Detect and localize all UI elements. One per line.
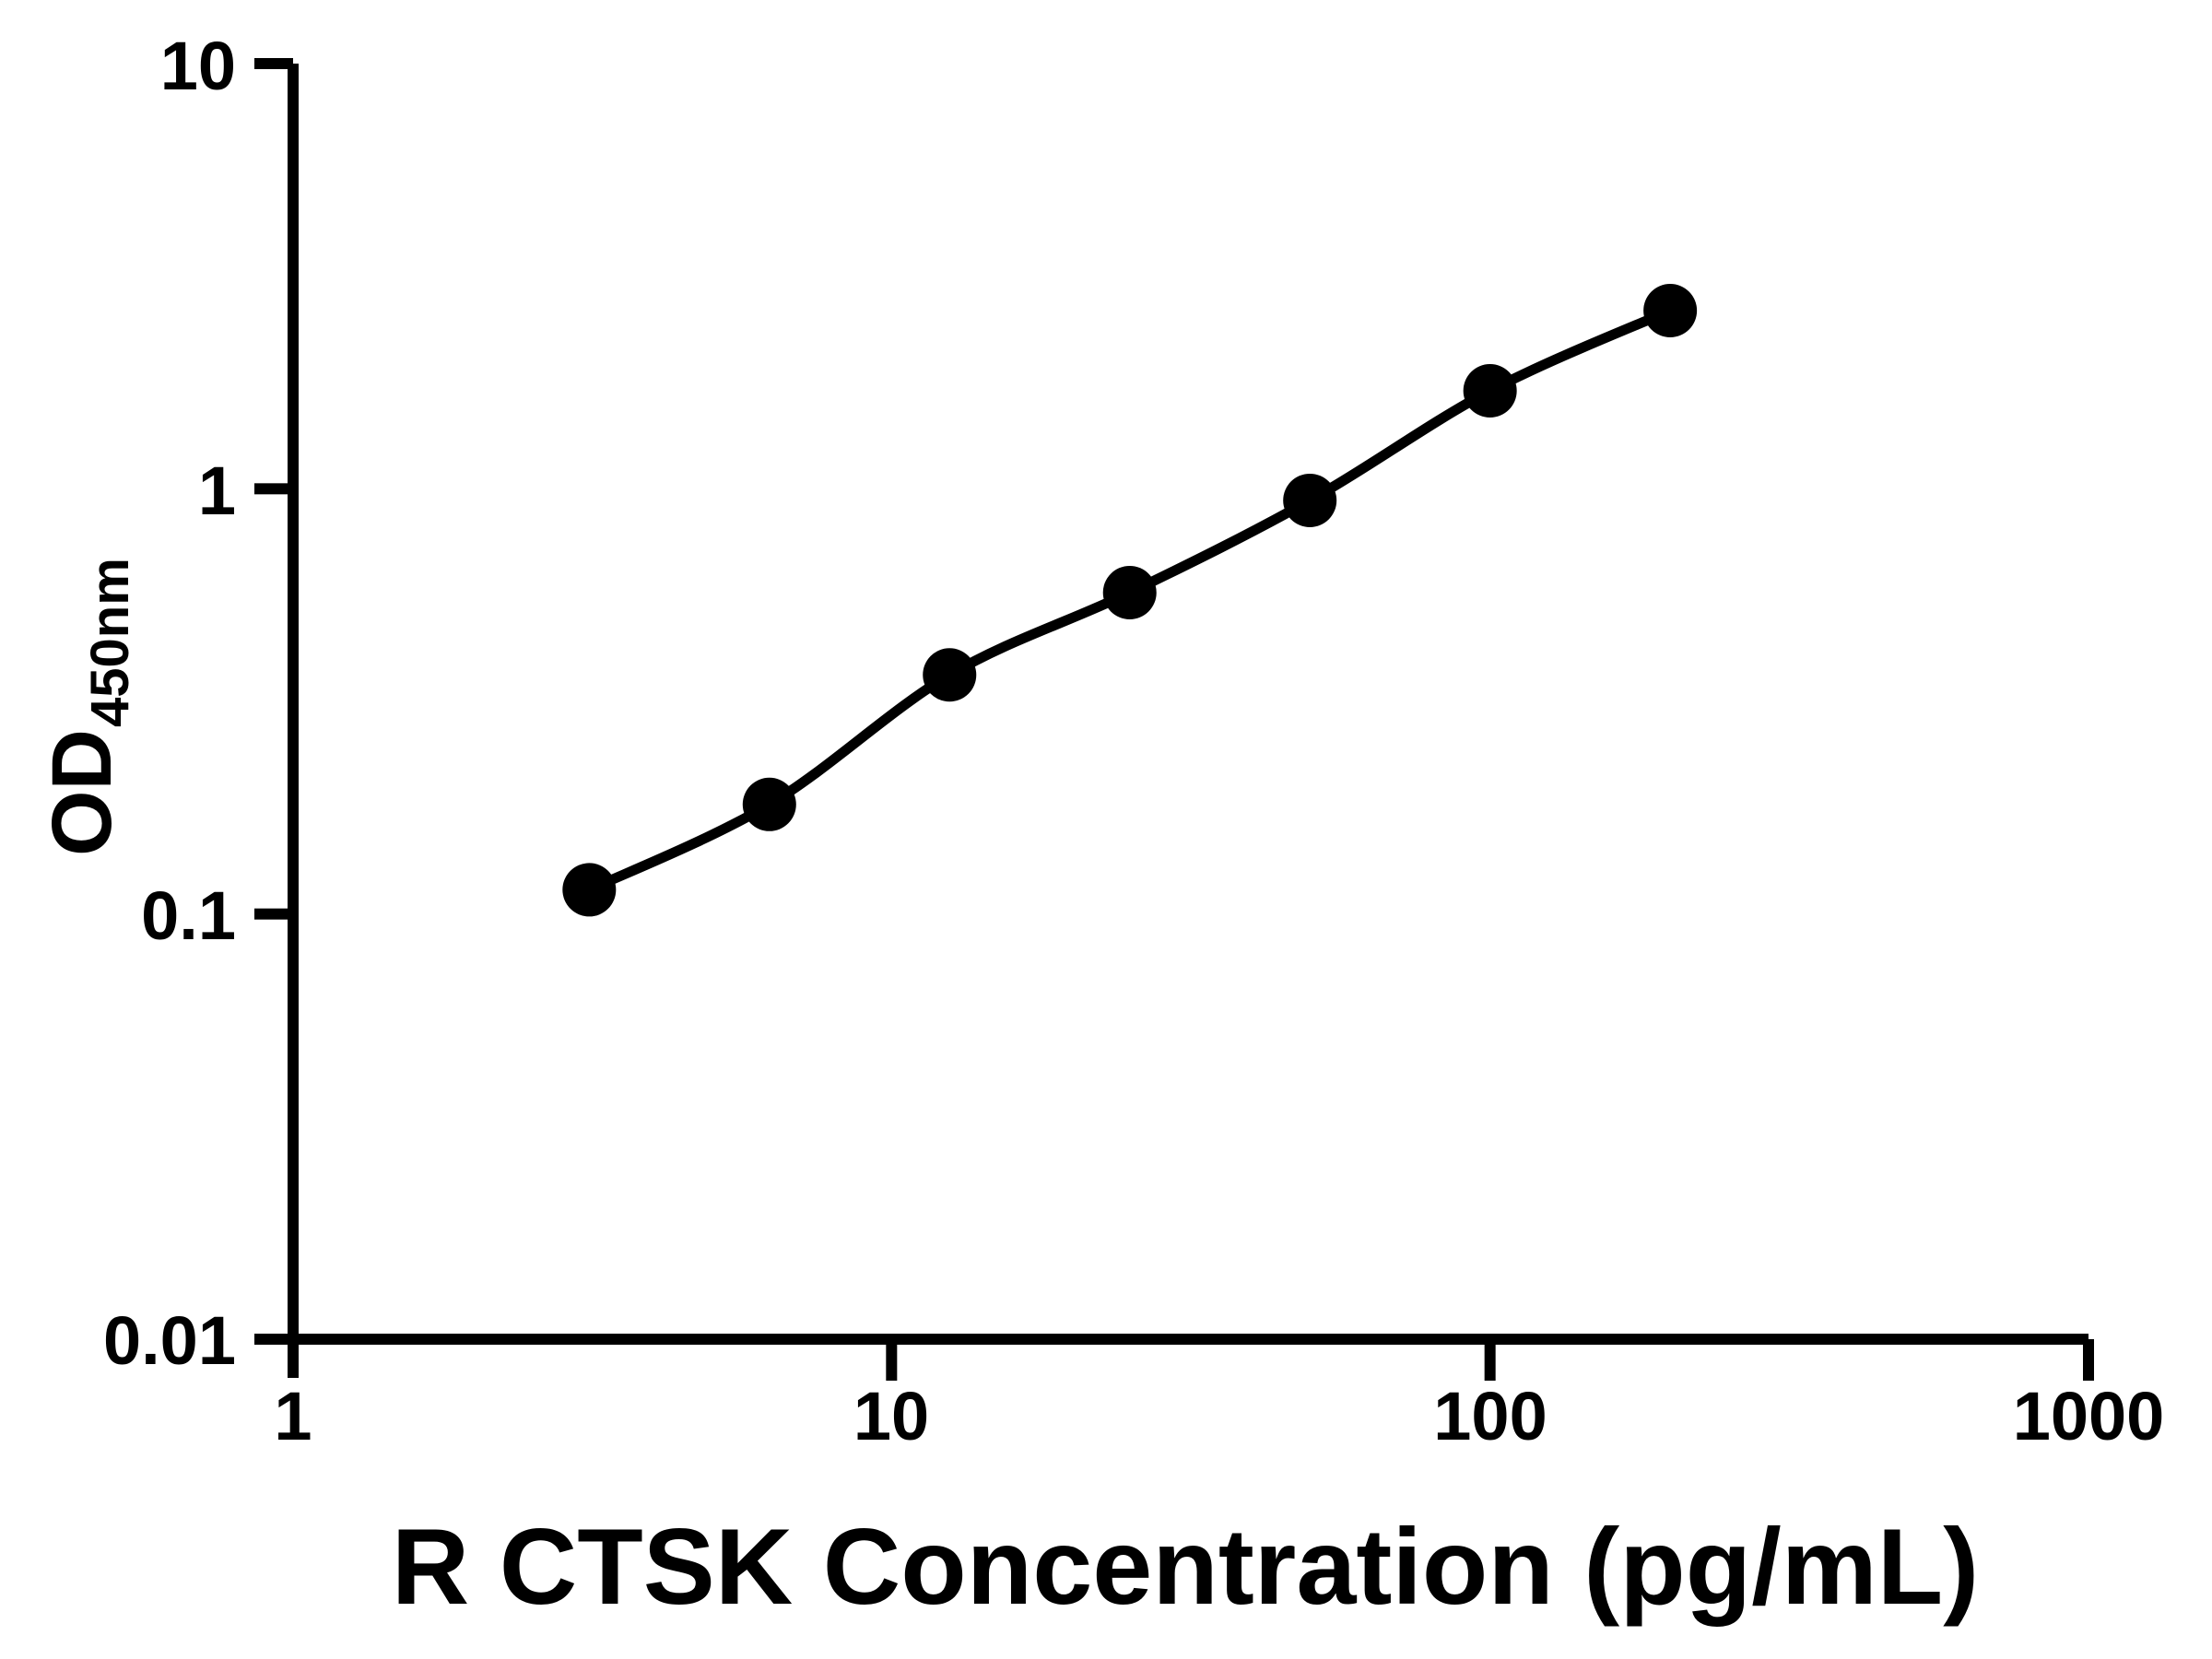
svg-text:10: 10 [160, 28, 236, 104]
svg-text:OD: OD [35, 729, 129, 856]
svg-text:1: 1 [274, 1378, 312, 1454]
svg-text:100: 100 [1433, 1378, 1547, 1454]
svg-text:0.1: 0.1 [141, 877, 236, 954]
svg-text:1: 1 [198, 453, 236, 529]
svg-text:0.01: 0.01 [103, 1302, 236, 1379]
svg-text:450nm: 450nm [80, 558, 140, 727]
svg-text:R CTSK Concentration (pg/mL): R CTSK Concentration (pg/mL) [392, 1506, 1979, 1627]
svg-text:1000: 1000 [2013, 1378, 2165, 1454]
svg-text:10: 10 [853, 1378, 929, 1454]
